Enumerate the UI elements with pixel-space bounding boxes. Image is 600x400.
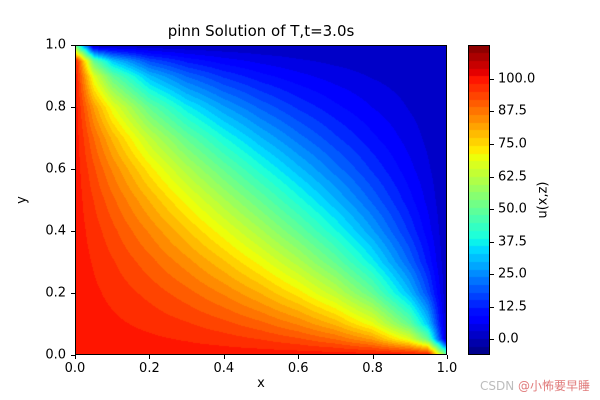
x-tick-mark <box>223 355 225 359</box>
contour-field-canvas <box>75 45 447 355</box>
x-tick-mark <box>75 355 76 359</box>
y-tick-mark <box>71 45 75 46</box>
watermark-brand: CSDN <box>479 379 518 393</box>
colorbar-tick-label: 75.0 <box>498 136 527 152</box>
colorbar-tick-label: 12.5 <box>498 299 527 315</box>
watermark: CSDN @小怖要早睡 <box>480 377 590 394</box>
y-tick-label: 1.0 <box>45 37 66 53</box>
colorbar-canvas <box>468 45 490 355</box>
x-tick-label: 1.0 <box>436 361 458 376</box>
y-tick-label: 0.6 <box>45 161 66 177</box>
colorbar-tick-mark <box>490 241 494 243</box>
colorbar-tick-mark <box>490 78 494 80</box>
y-tick-mark <box>71 231 75 232</box>
y-tick-mark <box>71 355 75 356</box>
x-tick-mark <box>447 355 448 359</box>
y-tick-label: 0.8 <box>45 99 66 115</box>
colorbar-tick-mark <box>490 209 494 211</box>
watermark-user: @小怖要早睡 <box>517 379 590 393</box>
x-tick-mark <box>372 355 374 359</box>
colorbar-tick-label: 37.5 <box>498 234 527 250</box>
x-axis-ticks: 0.0 0.2 0.4 0.6 0.8 1.0 <box>65 355 457 381</box>
y-axis-label: y <box>14 196 30 204</box>
colorbar <box>468 45 490 355</box>
colorbar-tick-mark <box>490 111 494 113</box>
colorbar-tick-label: 87.5 <box>498 103 527 119</box>
x-tick-label: 0.6 <box>287 361 309 376</box>
x-tick-label: 0.2 <box>139 361 160 376</box>
y-tick-mark <box>71 169 75 170</box>
colorbar-ticks: 0.0 12.5 25.0 37.5 50.0 62.5 75.0 87.5 100.0 <box>490 45 560 355</box>
y-tick-label: 0.4 <box>45 223 66 239</box>
y-tick-label: 0.0 <box>45 347 66 363</box>
x-tick-mark <box>149 355 151 359</box>
y-tick-mark <box>71 107 75 108</box>
colorbar-tick-mark <box>490 143 494 145</box>
colorbar-tick-mark <box>490 274 494 276</box>
plot-area <box>75 45 447 355</box>
colorbar-tick-mark <box>490 339 494 341</box>
colorbar-label: u(x,z) <box>535 181 551 219</box>
x-tick-label: 0.0 <box>64 361 86 376</box>
x-tick-mark <box>298 355 300 359</box>
colorbar-tick-mark <box>490 306 494 308</box>
colorbar-tick-mark <box>490 176 494 178</box>
y-axis-ticks: 0.0 0.2 0.4 0.6 0.8 1.0 <box>0 38 75 363</box>
colorbar-tick-label: 0.0 <box>498 331 519 347</box>
chart-title: pinn Solution of T,t=3.0s <box>167 22 355 40</box>
colorbar-tick-label: 50.0 <box>498 201 527 217</box>
x-axis-label: x <box>257 376 265 391</box>
colorbar-tick-label: 25.0 <box>498 266 527 282</box>
colorbar-tick-label: 62.5 <box>498 169 527 185</box>
x-tick-label: 0.4 <box>213 361 235 376</box>
y-tick-label: 0.2 <box>45 285 66 301</box>
colorbar-tick-label: 100.0 <box>498 71 536 87</box>
x-tick-label: 0.8 <box>362 361 383 376</box>
y-tick-mark <box>71 293 75 294</box>
